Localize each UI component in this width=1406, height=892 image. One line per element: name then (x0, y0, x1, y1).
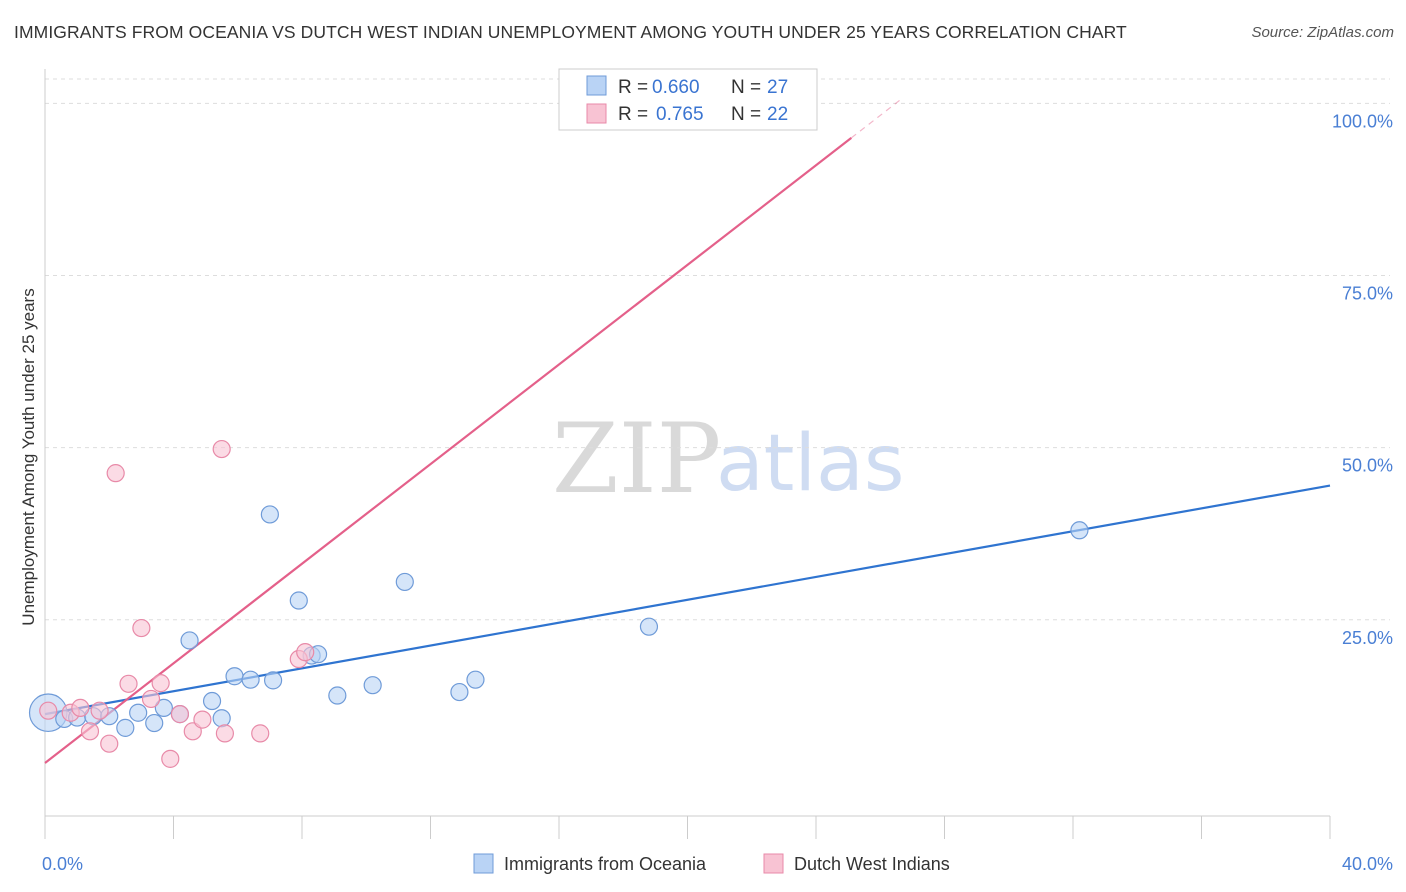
tick-labels: 25.0% 50.0% 75.0% 100.0% 0.0% 40.0% (42, 111, 1393, 874)
y-tick-label-1: 50.0% (1342, 456, 1393, 476)
point-blue-26 (1070, 521, 1089, 540)
legend-r-value-dutch: 0.765 (656, 104, 704, 125)
bottom-legend-swatch-oceania (473, 853, 494, 874)
y-tick-label-0: 25.0% (1342, 628, 1393, 648)
point-pink-8 (132, 618, 151, 638)
trendlines (44, 97, 1331, 764)
point-pink-3 (80, 722, 100, 741)
legend-swatch-oceania (586, 75, 607, 96)
legend-n-label-oceania: N = (731, 77, 761, 98)
chart-title: IMMIGRANTS FROM OCEANIA VS DUTCH WEST IN… (14, 22, 1127, 42)
point-pink-12 (170, 705, 190, 724)
point-pink-4 (90, 701, 109, 720)
legend-r-value-oceania: 0.660 (652, 77, 700, 98)
point-blue-22 (395, 572, 414, 592)
point-blue-21 (363, 676, 382, 695)
point-pink-19 (296, 643, 315, 662)
point-blue-16 (263, 671, 283, 690)
point-pink-9 (141, 689, 161, 709)
bottom-legend-label-oceania: Immigrants from Oceania (504, 854, 707, 874)
point-pink-15 (212, 439, 231, 459)
data-points (28, 94, 1089, 768)
correlation-legend: R = 0.660 N = 27 R = 0.765 N = 22 (558, 68, 818, 131)
point-pink-16 (215, 724, 234, 743)
point-blue-11 (202, 691, 222, 711)
trendline-blue (44, 484, 1331, 716)
source-credit: Source: ZipAtlas.com (1251, 24, 1394, 41)
point-blue-15 (260, 505, 279, 524)
point-pink-17 (251, 724, 270, 743)
watermark-atlas: atlas (716, 419, 905, 509)
bottom-legend-swatch-dutch (763, 853, 784, 874)
point-pink-11 (161, 749, 180, 768)
point-pink-13 (183, 722, 202, 741)
point-blue-14 (241, 670, 260, 689)
series-legend: Immigrants from Oceania Dutch West India… (473, 853, 950, 874)
y-axis-title: Unemployment Among Youth under 25 years (19, 288, 38, 625)
y-tick-label-2: 75.0% (1342, 284, 1393, 304)
point-pink-14 (193, 710, 212, 729)
point-pink-10 (151, 674, 170, 693)
point-blue-10 (180, 631, 199, 650)
point-blue-6 (129, 703, 148, 722)
point-pink-7 (119, 674, 138, 693)
point-blue-25 (639, 617, 659, 636)
legend-n-value-oceania: 27 (767, 77, 788, 98)
bottom-legend-label-dutch: Dutch West Indians (794, 854, 950, 874)
point-pink-6 (106, 464, 125, 483)
x-tick-label-1: 40.0% (1342, 854, 1393, 874)
legend-r-label-dutch: R = (618, 104, 648, 125)
point-blue-5 (116, 718, 135, 737)
gridlines (45, 78, 1390, 621)
axes (44, 69, 1331, 839)
point-blue-8 (154, 698, 173, 718)
point-blue-20 (328, 686, 347, 705)
legend-r-label-oceania: R = (618, 77, 648, 98)
point-pink-5 (100, 734, 119, 753)
point-blue-17 (289, 591, 308, 610)
y-tick-label-3: 100.0% (1332, 111, 1393, 131)
point-blue-13 (225, 667, 244, 686)
point-pink-0 (39, 701, 58, 720)
watermark-zip: ZIP (552, 403, 721, 515)
point-blue-12 (212, 709, 231, 728)
point-blue-7 (145, 713, 164, 733)
point-blue-24 (466, 670, 485, 689)
point-blue-23 (450, 682, 469, 702)
point-pink-2 (71, 698, 90, 718)
x-tick-label-0: 0.0% (42, 854, 83, 874)
legend-n-label-dutch: N = (731, 104, 761, 125)
legend-swatch-dutch (586, 103, 607, 124)
legend-n-value-dutch: 22 (767, 104, 788, 125)
trendline-pink (44, 136, 853, 764)
